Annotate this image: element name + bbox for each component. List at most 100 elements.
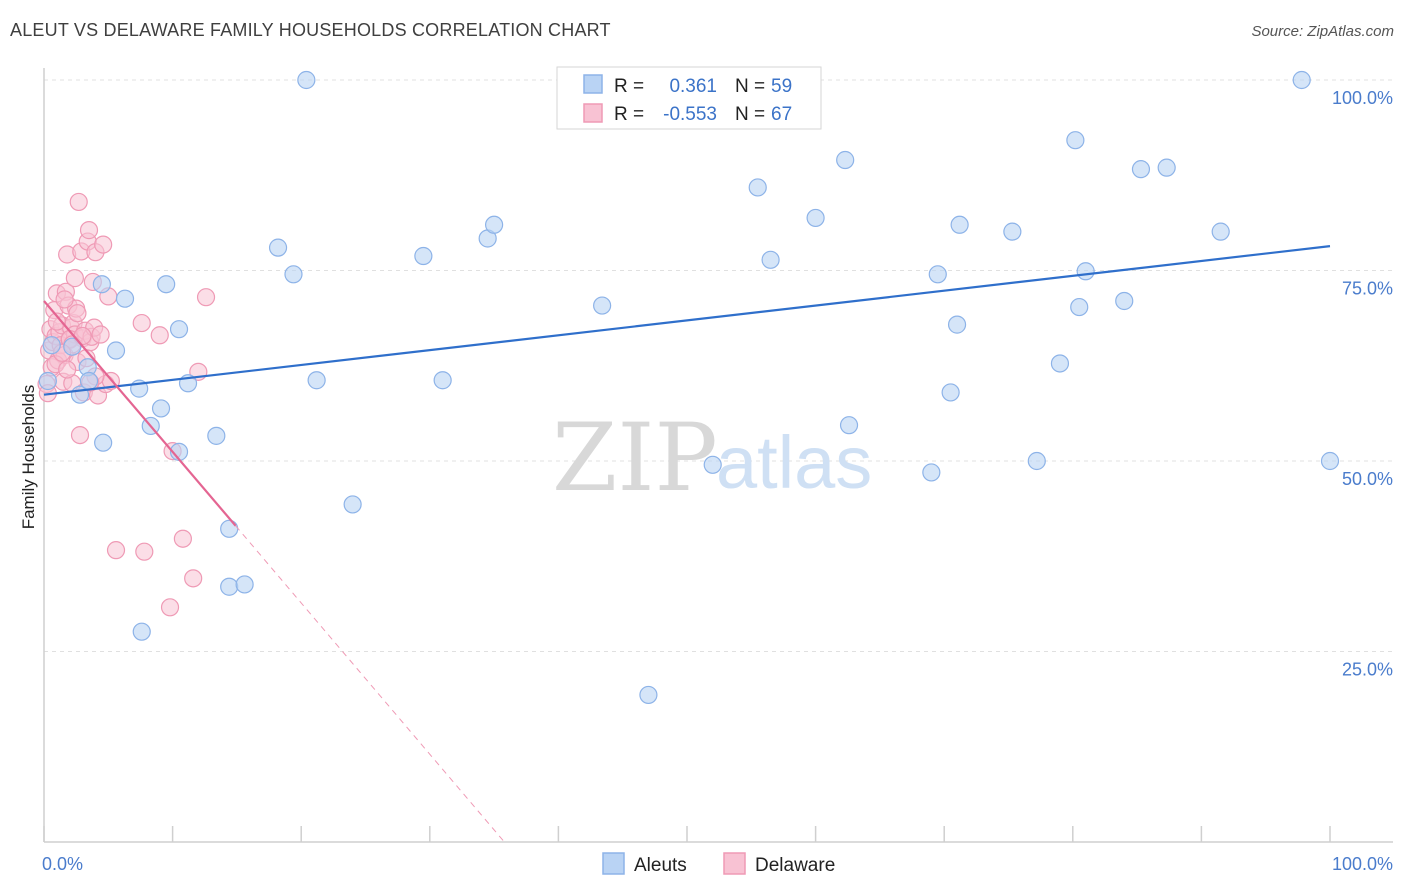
trend-lines — [43, 245, 1331, 843]
aleut-point-15 — [169, 320, 189, 339]
aleut-point-54 — [1211, 222, 1230, 241]
y-axis-title: Family Households — [19, 385, 38, 530]
aleut-point-50 — [1076, 262, 1095, 281]
aleut-point-27 — [414, 246, 433, 266]
bottom-legend-aleut-label[interactable]: Aleuts — [634, 855, 687, 876]
watermark-atlas: atlas — [716, 421, 872, 504]
aleut-point-6 — [94, 433, 113, 452]
aleut-point-24 — [297, 70, 316, 90]
aleut-point-42 — [941, 383, 960, 402]
delaware-trend-line — [43, 300, 237, 527]
legend-delaware-n-value: 67 — [771, 104, 792, 125]
x-tick-labels: 0.0% 100.0% — [42, 854, 1393, 874]
aleut-point-35 — [761, 250, 780, 269]
aleut-point-31 — [593, 296, 612, 315]
delaware-point-48 — [160, 598, 180, 617]
aleut-point-9 — [115, 289, 135, 308]
y-tick-label-0: 25.0% — [1342, 660, 1393, 680]
delaware-point-50 — [173, 529, 192, 548]
aleut-point-37 — [806, 208, 825, 228]
delaware-point-25 — [70, 425, 90, 445]
x-tick-label-start: 0.0% — [42, 854, 83, 874]
delaware-point-61 — [68, 304, 87, 323]
aleut-point-25 — [307, 371, 326, 390]
legend-aleut-r-label: R = — [614, 76, 644, 97]
source-label: Source: ZipAtlas.com — [1251, 23, 1394, 40]
aleut-trend-line — [43, 245, 1331, 396]
legend-aleut-swatch — [583, 74, 603, 94]
aleut-points — [38, 70, 1340, 705]
aleut-point-48 — [1070, 297, 1089, 317]
series-legend: Aleuts Delaware — [602, 852, 835, 876]
aleut-point-45 — [1003, 222, 1022, 241]
aleut-point-0 — [38, 371, 57, 391]
aleut-point-41 — [928, 265, 947, 284]
legend-delaware-n-label: N = — [735, 104, 765, 125]
watermark: ZIP atlas — [552, 404, 872, 513]
aleut-point-22 — [268, 238, 288, 257]
legend-aleut-r-value: 0.361 — [669, 76, 717, 97]
delaware-point-39 — [91, 325, 110, 344]
delaware-point-46 — [135, 542, 154, 561]
x-tick-label-end: 100.0% — [1332, 854, 1393, 874]
legend-delaware-swatch — [583, 103, 603, 123]
delaware-point-64 — [58, 360, 77, 379]
aleut-point-38 — [836, 150, 855, 170]
legend-delaware-r-label: R = — [614, 104, 644, 125]
delaware-point-32 — [79, 221, 99, 240]
delaware-point-56 — [55, 290, 74, 309]
aleut-point-49 — [1066, 131, 1085, 150]
aleut-point-39 — [839, 416, 859, 435]
aleut-point-32 — [639, 685, 658, 705]
aleut-point-21 — [235, 575, 254, 594]
y-tick-label-3: 100.0% — [1332, 88, 1393, 108]
delaware-points — [37, 192, 216, 617]
aleut-point-14 — [157, 275, 176, 294]
legend-aleut-n-label: N = — [735, 76, 765, 97]
delaware-point-24 — [69, 192, 88, 212]
delaware-point-40 — [94, 235, 113, 254]
aleut-point-55 — [1292, 70, 1311, 90]
legend-delaware-r-value: -0.553 — [663, 104, 717, 125]
aleut-point-46 — [1027, 451, 1046, 471]
y-tick-label-2: 75.0% — [1342, 279, 1393, 299]
delaware-point-65 — [65, 269, 84, 288]
aleut-point-10 — [132, 622, 151, 641]
correlation-legend: R = 0.361 N = 59 R = -0.553 N = 67 — [556, 66, 822, 130]
aleut-point-1 — [42, 336, 61, 355]
aleut-point-28 — [433, 371, 452, 390]
delaware-trend-extension — [235, 525, 505, 843]
aleut-point-2 — [63, 337, 82, 356]
bottom-legend-delaware-swatch[interactable] — [723, 852, 746, 875]
delaware-point-53 — [196, 288, 216, 307]
chart-title: ALEUT VS DELAWARE FAMILY HOUSEHOLDS CORR… — [10, 20, 611, 40]
aleut-point-47 — [1050, 354, 1070, 373]
axes — [43, 68, 1393, 843]
aleut-point-8 — [106, 341, 126, 360]
aleut-point-26 — [343, 495, 362, 514]
aleut-point-33 — [703, 455, 722, 474]
aleut-point-52 — [1131, 160, 1151, 179]
delaware-point-47 — [150, 326, 169, 345]
aleut-point-13 — [151, 399, 171, 418]
aleut-point-20 — [220, 519, 239, 538]
legend-aleut-n-value: 59 — [771, 76, 792, 97]
aleut-point-30 — [485, 215, 504, 234]
aleut-point-51 — [1115, 291, 1134, 311]
y-tick-labels: 25.0% 50.0% 75.0% 100.0% — [1332, 88, 1393, 680]
y-tick-label-1: 50.0% — [1342, 469, 1393, 489]
bottom-legend-aleut-swatch[interactable] — [602, 852, 625, 875]
bottom-legend-delaware-label[interactable]: Delaware — [755, 855, 835, 876]
aleut-point-40 — [922, 463, 941, 482]
aleut-point-23 — [284, 265, 303, 284]
aleut-point-43 — [947, 315, 967, 334]
delaware-point-55 — [47, 312, 66, 331]
aleut-point-7 — [92, 275, 111, 294]
delaware-point-51 — [184, 569, 203, 588]
aleut-point-44 — [950, 215, 969, 234]
delaware-point-44 — [106, 541, 126, 560]
watermark-zip: ZIP — [552, 404, 718, 513]
aleut-point-56 — [1320, 451, 1340, 471]
aleut-point-19 — [220, 577, 239, 596]
